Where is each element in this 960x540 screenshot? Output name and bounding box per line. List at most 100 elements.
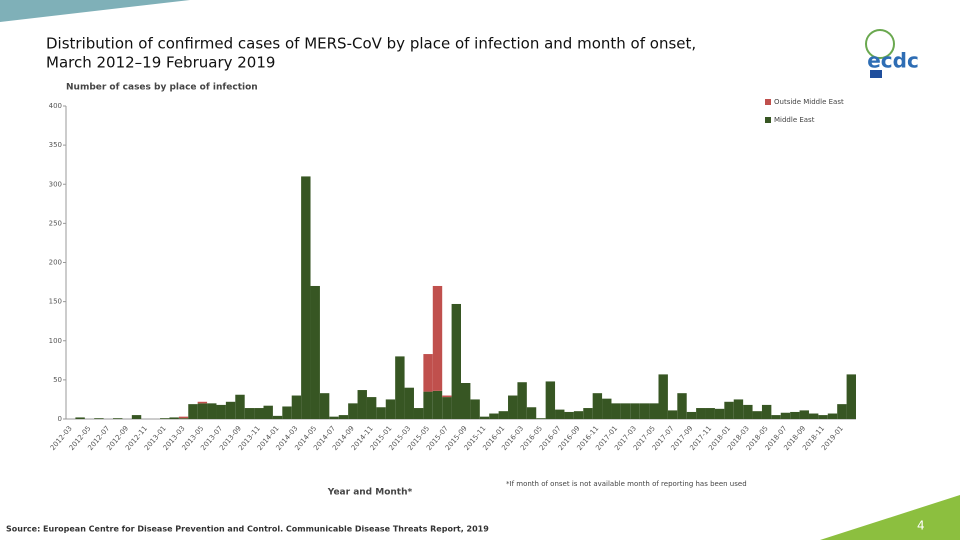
y-tick-label: 200 <box>49 259 62 267</box>
bar <box>761 404 772 419</box>
bar <box>432 390 443 419</box>
bar <box>178 418 189 419</box>
bar <box>188 404 198 419</box>
bar <box>310 285 320 419</box>
bar <box>216 404 226 419</box>
bar <box>808 413 819 419</box>
bar <box>667 410 678 419</box>
y-tick-label: 100 <box>49 337 62 345</box>
bar <box>432 285 443 391</box>
bar <box>733 399 744 419</box>
bar <box>75 417 85 419</box>
chart-title: March 2012–19 February 2019 <box>46 54 275 72</box>
bar <box>282 406 292 419</box>
bar <box>225 401 236 419</box>
bar <box>771 415 781 419</box>
bar <box>752 411 762 419</box>
bar <box>272 415 283 419</box>
y-axis-label: Number of cases by place of infection <box>66 83 258 93</box>
bar <box>583 408 593 419</box>
bar <box>413 408 424 419</box>
bar <box>611 403 621 419</box>
legend-label: Middle East <box>774 116 815 124</box>
logo-flag <box>870 70 882 78</box>
page-number: 4 <box>917 519 925 533</box>
bar <box>639 403 650 419</box>
logo-text: ecdc <box>867 49 919 73</box>
bar <box>536 418 546 419</box>
bar <box>827 413 838 419</box>
y-tick-label: 400 <box>49 102 62 110</box>
bar <box>207 403 217 419</box>
bar <box>442 397 452 419</box>
footnote: *If month of onset is not available mont… <box>506 480 747 488</box>
bar <box>479 416 490 419</box>
bar <box>235 394 245 419</box>
bar <box>564 411 574 419</box>
bar <box>244 408 255 419</box>
bar <box>686 411 697 419</box>
y-tick-label: 300 <box>49 180 62 188</box>
bar <box>197 403 208 419</box>
bar <box>254 408 264 419</box>
bar <box>790 411 800 419</box>
corner-decoration <box>820 495 960 540</box>
y-tick-label: 50 <box>53 376 62 384</box>
bar <box>555 409 565 419</box>
bar <box>508 395 518 419</box>
bar <box>348 403 358 419</box>
corner-decoration <box>0 0 190 22</box>
bar <box>724 401 734 419</box>
y-tick-label: 250 <box>49 219 62 227</box>
bar <box>178 416 189 419</box>
y-tick-label: 350 <box>49 141 62 149</box>
bar <box>498 411 509 419</box>
bar <box>338 415 349 419</box>
bar <box>423 354 433 392</box>
bar <box>376 407 386 419</box>
bar <box>658 374 668 419</box>
y-tick-label: 0 <box>58 415 62 423</box>
bar <box>160 418 170 419</box>
bar <box>423 391 433 419</box>
bar <box>357 390 367 419</box>
bar <box>329 416 339 419</box>
bar <box>517 382 527 419</box>
bar <box>837 404 847 419</box>
bar <box>799 410 809 419</box>
bar <box>291 395 302 419</box>
bar <box>442 395 452 398</box>
chart-title: Distribution of confirmed cases of MERS-… <box>46 35 696 53</box>
legend-swatch <box>765 99 771 105</box>
bar <box>649 403 659 419</box>
source: Source: European Centre for Disease Prev… <box>6 525 489 534</box>
bar <box>113 418 123 419</box>
bar <box>169 417 179 419</box>
bar <box>451 303 461 419</box>
bar <box>461 383 471 419</box>
bar <box>545 381 556 419</box>
bar <box>620 403 631 419</box>
x-axis-label: Year and Month* <box>327 488 413 498</box>
legend-label: Outside Middle East <box>774 98 844 106</box>
bar <box>319 393 330 419</box>
bar <box>385 399 396 419</box>
y-tick-label: 150 <box>49 298 62 306</box>
bar <box>470 399 480 419</box>
bar <box>404 387 414 419</box>
bar <box>395 356 405 419</box>
legend-swatch <box>765 117 771 123</box>
bar <box>846 374 856 419</box>
bar <box>366 397 377 419</box>
bar <box>94 418 104 419</box>
bar <box>705 408 715 419</box>
bar <box>743 404 753 419</box>
bar <box>592 393 603 419</box>
bar <box>630 403 640 419</box>
bar <box>677 393 687 419</box>
bar <box>714 408 725 419</box>
bar <box>602 398 612 419</box>
bar <box>818 415 828 419</box>
